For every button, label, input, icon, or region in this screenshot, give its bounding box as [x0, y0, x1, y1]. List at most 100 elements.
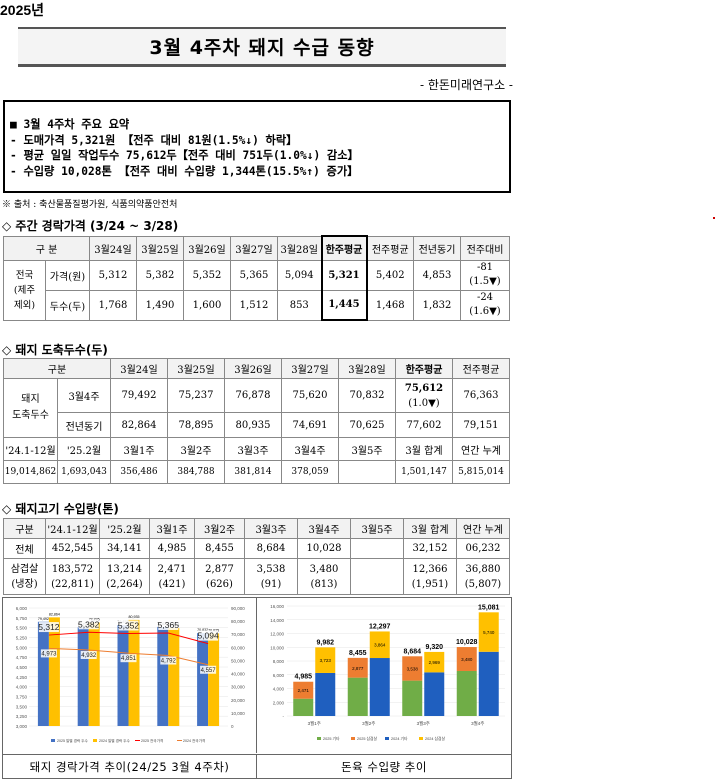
cell: 12,366 (1,951): [403, 558, 457, 595]
inner-label: 3,723: [320, 658, 332, 663]
x-tick-label: 3월1주: [308, 720, 321, 727]
legend-label: 2024 전국가격: [183, 738, 205, 743]
cell: 183,572 (22,811): [45, 558, 100, 595]
cell: 75,620: [281, 378, 339, 413]
cell: 10,028: [297, 538, 351, 559]
label-line: (제주: [13, 284, 36, 296]
y-tick-label: 16,000: [270, 604, 284, 609]
section-slaughter-title: ◇ 돼지 도축두수(두): [2, 343, 108, 357]
stray-dot: [713, 217, 715, 219]
data-label-2025: 5,352: [118, 620, 140, 630]
y2-tick-label: 20,000: [231, 698, 245, 703]
cell: 06,232: [456, 538, 510, 559]
diff-rate: (1.5▼): [469, 276, 501, 287]
total-label: 10,028: [456, 639, 478, 646]
cell: [338, 460, 396, 484]
bar-label: 70,832: [197, 628, 208, 632]
bar-2025-other: [456, 670, 477, 716]
header-cell: '25.2월: [57, 437, 111, 461]
label-line: 제외): [13, 299, 36, 311]
diff-value: -24: [476, 292, 494, 303]
data-label-2025: 5,365: [158, 620, 180, 630]
cell: 8,455: [194, 538, 245, 559]
legend-swatch: [385, 737, 389, 740]
data-label-2025: 5,312: [38, 622, 60, 632]
bar-2024-other: [478, 651, 499, 716]
header-cell: 구 분: [3, 235, 90, 261]
header-cell: 3월3주: [244, 518, 298, 539]
total-label: 12,297: [369, 623, 391, 630]
total-label: 8,455: [349, 650, 367, 657]
cell: 4,853: [413, 259, 461, 291]
label-bg: [118, 620, 139, 631]
legend-label: 2024 기타: [391, 736, 408, 741]
bar-2024-belly: [424, 651, 445, 673]
header-cell: 연간 누계: [452, 437, 510, 461]
total-label: 15,081: [478, 604, 500, 611]
cell: [350, 558, 404, 595]
summary-line: - 평균 일일 작업두수 75,612두【전주 대비 751두(1.0%↓) 감…: [10, 149, 359, 162]
cell: 1,512: [230, 289, 278, 321]
series-line-2024: [48, 647, 209, 666]
bar-2024-other: [369, 658, 390, 716]
bar-2024-other: [315, 672, 336, 716]
bar-2024: [128, 619, 140, 726]
cell: 79,151: [452, 412, 510, 438]
legend-swatch: [93, 739, 97, 742]
cell: 5,402: [366, 259, 414, 291]
cell: 82,864: [110, 412, 168, 438]
report-year: 2025년: [0, 2, 45, 18]
x-tick-label: 3월4주: [471, 720, 484, 727]
bar-2025-belly: [347, 657, 368, 678]
y2-tick-label: 50,000: [231, 658, 245, 663]
header-cell: 3월1주: [149, 518, 195, 539]
value: 3,480: [309, 563, 339, 575]
label-bg: [38, 622, 59, 633]
y2-tick-label: 70,000: [231, 632, 245, 637]
data-label-2025: 5,382: [78, 619, 100, 629]
bar-2024-other: [424, 672, 445, 716]
y2-tick-label: 80,000: [231, 619, 245, 624]
label-bg: [200, 665, 217, 674]
y-tick-label: 4,500: [16, 665, 28, 670]
y-tick-label: 3,000: [16, 724, 28, 729]
bar-2025: [157, 626, 169, 726]
cell-diff: -24 (1.6▼): [460, 289, 510, 321]
summary-box: ■ 3월 4주차 주요 요약 - 도매가격 5,321원 【전주 대비 81원(…: [3, 100, 511, 193]
total-label: 9,982: [316, 639, 334, 646]
label-bg: [80, 651, 97, 660]
price-chart: 3,000 3,250 3,500 3,750 4,000 4,250 4,500 4,750…: [16, 606, 246, 743]
row-label: 가격(원): [45, 259, 90, 291]
y-tick-label: 5,250: [16, 636, 28, 641]
header-cell: 3월3주: [224, 437, 282, 461]
row-label-belly: 삼겹살 (냉장): [3, 558, 46, 595]
legend-label: 2025 삼겹살: [357, 736, 377, 741]
summary-line: - 도매가격 5,321원 【전주 대비 81원(1.5%↓) 하락】: [10, 133, 298, 147]
value: 2,471: [157, 563, 187, 575]
y-tick-label: 10,000: [270, 645, 284, 650]
inner-label: 2,969: [429, 660, 441, 665]
cell: 5,815,014: [452, 460, 510, 484]
cell: 5,321: [320, 259, 368, 291]
bar-2024-belly: [369, 631, 390, 659]
header-cell: 전주평균: [452, 358, 510, 379]
bar-label: 82,864: [49, 612, 60, 616]
y-tick-label: -: [283, 714, 285, 719]
price-chart-caption: 돼지 경락가격 추이(24/25 3월 4주차): [3, 754, 257, 779]
section-import-title: ◇ 돼지고기 수입량(톤): [2, 502, 119, 516]
bar-2024: [88, 622, 100, 726]
value-chilled: (1,951): [411, 578, 449, 590]
cell: 70,832: [338, 378, 396, 413]
value-chilled: (91): [260, 578, 282, 590]
header-cell: 3월4주: [297, 518, 351, 539]
header-cell: 3월25일: [167, 358, 225, 379]
bar-label: 80,935: [129, 615, 140, 619]
header-cell: 3월5주: [338, 437, 396, 461]
diff-rate: (1.6▼): [469, 306, 501, 317]
header-cell: 3월2주: [167, 437, 225, 461]
data-label-2024: 4,851: [121, 656, 137, 662]
value-chilled: (5,807): [464, 578, 502, 590]
price-table: 구 분 3월24일 3월25일 3월26일 3월27일 3월28일 한주평균 전…: [3, 235, 510, 321]
total-label: 9,320: [425, 644, 443, 651]
y-tick-label: 5,000: [16, 645, 28, 650]
